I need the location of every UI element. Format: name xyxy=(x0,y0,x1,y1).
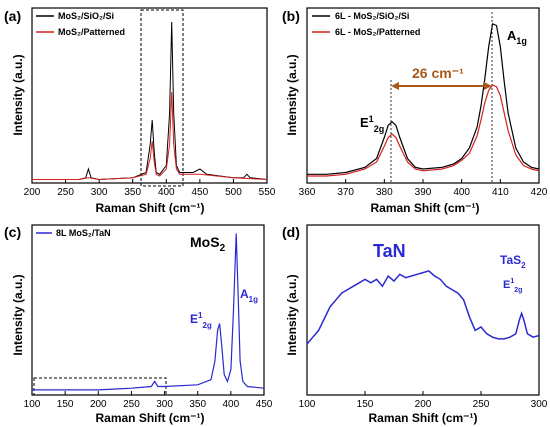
x-tick-label: 360 xyxy=(299,187,316,198)
panel-a-label: (a) xyxy=(4,8,21,24)
x-tick-label: 250 xyxy=(57,187,74,198)
panel-b-e2g-label: E12g xyxy=(360,114,384,134)
a1g-sub: 1g xyxy=(516,36,527,46)
x-tick-label: 350 xyxy=(124,187,141,198)
shift-label: 26 cm⁻¹ xyxy=(412,65,464,81)
panel-b-ylabel: Intensity (a.u.) xyxy=(285,54,299,135)
x-tick-label: 410 xyxy=(492,187,509,198)
panel-b-ticks: 360 370 380 390 400 410 420 xyxy=(299,179,548,198)
x-tick-label: 450 xyxy=(256,399,273,410)
x-tick-label: 350 xyxy=(189,399,206,410)
panel-b-label: (b) xyxy=(282,8,300,24)
x-tick-label: 150 xyxy=(357,399,374,410)
panel-a-ticks: 200 250 300 350 400 450 500 550 xyxy=(24,179,276,198)
shift-arrow-head-left xyxy=(391,82,399,90)
panel-b-series-sio2 xyxy=(307,22,540,175)
x-tick-label: 400 xyxy=(223,399,240,410)
panel-d-xlabel: Raman Shift (cm⁻¹) xyxy=(368,411,477,425)
c-a1g-main: A xyxy=(240,287,249,301)
panel-d-compound-label: TaS2 xyxy=(500,253,526,270)
panel-b-series-patterned xyxy=(307,84,540,177)
panel-a-legend: MoS₂/SiO₂/Si MoS₂/Patterned xyxy=(36,11,125,37)
x-tick-label: 150 xyxy=(57,399,74,410)
panel-c-ticks: 100 150 200 250 300 350 400 450 xyxy=(24,391,273,410)
panel-d-material-label: TaN xyxy=(373,241,406,261)
x-tick-label: 300 xyxy=(156,399,173,410)
panel-a-series-patterned xyxy=(32,91,268,181)
x-tick-label: 390 xyxy=(415,187,432,198)
c-a1g-sub: 1g xyxy=(249,295,258,304)
panel-c-frame xyxy=(31,224,265,396)
panel-d-frame xyxy=(306,224,540,396)
x-tick-label: 370 xyxy=(337,187,354,198)
legend-label-6l-sio2: 6L - MoS₂/SiO₂/Si xyxy=(335,11,409,21)
c-e2g-sub: 2g xyxy=(202,321,211,330)
d-e2g-sup: 1 xyxy=(510,278,514,285)
x-tick-label: 250 xyxy=(473,399,490,410)
panel-d-ticks: 100 150 200 250 300 xyxy=(299,391,548,410)
d-e2g-main: E xyxy=(503,279,510,291)
panel-a: (a) Intensity (a.u.) Raman Shift (cm⁻¹) … xyxy=(4,7,276,215)
x-tick-label: 200 xyxy=(24,187,41,198)
x-tick-label: 200 xyxy=(415,399,432,410)
e2g-sub: 2g xyxy=(374,124,385,134)
panel-c-series-tan xyxy=(32,233,265,391)
mos2-main: MoS xyxy=(190,234,220,250)
panel-c-a1g-label: A1g xyxy=(240,287,258,304)
panel-c-e2g-label: E12g xyxy=(190,311,212,330)
panel-c-label: (c) xyxy=(4,224,21,240)
panel-a-series-sio2 xyxy=(32,21,268,181)
x-tick-label: 300 xyxy=(91,187,108,198)
panel-d-e2g-label: E12g xyxy=(503,278,522,294)
x-tick-label: 500 xyxy=(225,187,242,198)
legend-label-8l-tan: 8L MoS₂/TaN xyxy=(56,228,111,238)
panel-b-a1g-label: A1g xyxy=(507,28,527,46)
x-tick-label: 100 xyxy=(299,399,316,410)
shift-arrow-head-right xyxy=(484,82,492,90)
x-tick-label: 450 xyxy=(192,187,209,198)
panel-d-ylabel: Intensity (a.u.) xyxy=(285,274,299,355)
panel-a-frame xyxy=(31,7,268,184)
x-tick-label: 380 xyxy=(376,187,393,198)
x-tick-label: 200 xyxy=(90,399,107,410)
x-tick-label: 550 xyxy=(259,187,276,198)
legend-label-patterned: MoS₂/Patterned xyxy=(58,27,125,37)
panel-a-ylabel: Intensity (a.u.) xyxy=(11,54,25,135)
x-tick-label: 400 xyxy=(158,187,175,198)
mos2-sub: 2 xyxy=(220,243,226,254)
shift-arrow xyxy=(391,82,492,90)
x-tick-label: 250 xyxy=(123,399,140,410)
e2g-main: E xyxy=(360,115,369,130)
tas2-main: TaS xyxy=(500,253,521,267)
x-tick-label: 400 xyxy=(453,187,470,198)
legend-label-sio2: MoS₂/SiO₂/Si xyxy=(58,11,114,21)
panel-d: (d) Intensity (a.u.) Raman Shift (cm⁻¹) … xyxy=(282,224,548,425)
panel-c-material-label: MoS2 xyxy=(190,234,226,254)
panel-d-label: (d) xyxy=(282,224,300,240)
panel-d-series-tan xyxy=(306,270,540,345)
panel-a-zoom-box xyxy=(140,9,184,187)
legend-label-6l-patterned: 6L - MoS₂/Patterned xyxy=(335,27,420,37)
panel-b: (b) Intensity (a.u.) Raman Shift (cm⁻¹) … xyxy=(282,7,548,215)
panel-b-xlabel: Raman Shift (cm⁻¹) xyxy=(370,201,479,215)
c-e2g-sup: 1 xyxy=(198,311,203,320)
a1g-main: A xyxy=(507,28,517,43)
d-e2g-sub: 2g xyxy=(514,287,522,294)
panel-b-legend: 6L - MoS₂/SiO₂/Si 6L - MoS₂/Patterned xyxy=(312,11,420,37)
x-tick-label: 420 xyxy=(531,187,548,198)
tas2-sub: 2 xyxy=(521,261,526,270)
e2g-sup: 1 xyxy=(369,114,374,124)
x-tick-label: 300 xyxy=(531,399,548,410)
panel-c-ylabel: Intensity (a.u.) xyxy=(11,274,25,355)
x-tick-label: 100 xyxy=(24,399,41,410)
panel-c-legend: 8L MoS₂/TaN xyxy=(36,228,111,238)
panel-c: (c) Intensity (a.u.) Raman Shift (cm⁻¹) … xyxy=(4,224,273,425)
panel-c-xlabel: Raman Shift (cm⁻¹) xyxy=(95,411,204,425)
c-e2g-main: E xyxy=(190,312,198,326)
panel-a-xlabel: Raman Shift (cm⁻¹) xyxy=(95,201,204,215)
